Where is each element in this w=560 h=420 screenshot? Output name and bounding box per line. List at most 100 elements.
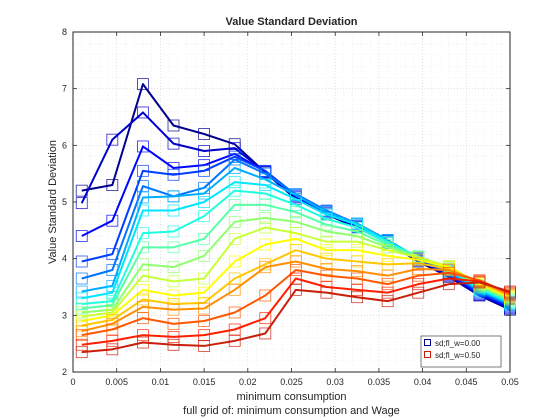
y-tick-label: 6 xyxy=(62,140,67,150)
data-point-marker xyxy=(259,211,272,224)
y-tick-label: 3 xyxy=(62,310,67,320)
data-point-marker xyxy=(412,286,425,299)
x-tick-label: 0 xyxy=(70,377,75,387)
x-axis-subcaption: full grid of: minimum consumption and Wa… xyxy=(183,405,400,417)
data-point-marker xyxy=(228,306,241,319)
y-axis-label: Value Standard Deviation xyxy=(47,140,59,264)
data-point-marker xyxy=(228,153,241,166)
data-point-marker xyxy=(289,255,302,268)
series-line xyxy=(81,237,511,322)
legend-marker-1 xyxy=(424,351,431,358)
data-point-marker xyxy=(167,303,180,316)
data-point-marker xyxy=(167,275,180,288)
data-point-marker xyxy=(167,330,180,343)
legend-label-1: sd;fl_w=0.50 xyxy=(435,351,481,360)
data-point-marker xyxy=(228,232,241,245)
data-point-marker xyxy=(259,327,272,340)
data-point-marker xyxy=(137,312,149,325)
data-point-marker xyxy=(381,295,394,308)
data-point-marker xyxy=(167,225,180,238)
data-point-marker xyxy=(259,221,272,234)
data-point-marker xyxy=(228,184,241,197)
x-tick-label: 0.045 xyxy=(455,377,478,387)
legend-label-0: sd;fl_w=0.00 xyxy=(435,339,481,348)
data-point-marker xyxy=(198,128,211,140)
data-point-marker xyxy=(167,241,180,254)
y-tick-label: 8 xyxy=(62,27,67,37)
legend: sd;fl_w=0.00 sd;fl_w=0.50 xyxy=(420,335,502,368)
data-point-marker xyxy=(75,197,88,210)
data-point-marker xyxy=(137,227,149,240)
data-point-marker xyxy=(137,336,149,349)
data-point-marker xyxy=(259,238,272,251)
data-point-marker xyxy=(106,179,119,191)
y-tick-label: 4 xyxy=(62,254,67,264)
data-point-marker xyxy=(351,255,363,268)
data-point-marker xyxy=(351,235,363,248)
data-point-marker xyxy=(106,334,119,347)
data-point-marker xyxy=(167,190,180,203)
legend-marker-0 xyxy=(424,339,431,346)
data-point-marker xyxy=(75,272,88,285)
x-tick-label: 0.05 xyxy=(501,377,519,387)
data-point-marker xyxy=(228,283,241,296)
x-tick-label: 0.04 xyxy=(414,377,432,387)
data-point-marker xyxy=(167,261,180,274)
data-point-marker xyxy=(351,265,363,278)
data-point-marker xyxy=(351,283,363,296)
data-point-marker xyxy=(228,255,241,268)
data-point-marker xyxy=(198,272,211,285)
series-16 xyxy=(75,276,516,359)
data-point-marker xyxy=(259,198,272,211)
data-point-marker xyxy=(198,232,211,245)
data-point-marker xyxy=(75,255,88,268)
data-point-marker xyxy=(137,78,149,91)
data-point-marker xyxy=(259,312,272,325)
x-tick-label: 0.02 xyxy=(239,377,257,387)
ticks-layer: 0 0.005 0.01 0.015 0.02 0.025 0.03 0.035 0.04 0.0… xyxy=(62,27,519,387)
series-line xyxy=(81,269,511,337)
x-tick-label: 0.01 xyxy=(152,377,170,387)
series-line xyxy=(81,281,511,354)
data-point-marker xyxy=(198,340,211,352)
data-point-marker xyxy=(289,283,302,296)
data-point-marker xyxy=(167,338,180,351)
x-tick-label: 0.035 xyxy=(368,377,391,387)
data-point-marker xyxy=(137,164,149,177)
legend-box xyxy=(420,335,502,368)
data-point-marker xyxy=(198,210,211,223)
data-point-marker xyxy=(259,179,272,191)
data-point-marker xyxy=(75,285,88,298)
data-point-marker xyxy=(351,291,363,304)
data-point-marker xyxy=(198,164,211,177)
data-point-marker xyxy=(75,338,88,351)
x-axis-label: minimum consumption xyxy=(236,391,346,403)
data-point-marker xyxy=(289,206,302,219)
data-point-marker xyxy=(198,196,211,208)
y-tick-label: 7 xyxy=(62,84,67,94)
data-point-marker xyxy=(167,289,180,302)
data-point-marker xyxy=(167,119,180,132)
data-point-marker xyxy=(228,162,241,174)
data-point-marker xyxy=(473,276,486,289)
data-point-marker xyxy=(228,176,241,189)
series-line xyxy=(81,260,511,333)
data-point-marker xyxy=(289,198,302,211)
data-point-marker xyxy=(289,264,302,276)
data-point-marker xyxy=(198,187,211,200)
data-point-marker xyxy=(259,289,272,302)
series-line xyxy=(81,249,511,327)
data-point-marker xyxy=(106,214,119,227)
data-point-marker xyxy=(228,334,241,347)
data-point-marker xyxy=(228,215,241,228)
data-point-marker xyxy=(137,329,149,342)
data-point-marker xyxy=(137,106,149,119)
data-point-marker xyxy=(320,262,333,275)
data-point-marker xyxy=(412,269,425,282)
data-point-marker xyxy=(198,315,211,327)
data-point-marker xyxy=(228,198,241,211)
y-tick-label: 5 xyxy=(62,197,67,207)
x-tick-label: 0.025 xyxy=(280,377,303,387)
data-point-marker xyxy=(198,286,211,299)
